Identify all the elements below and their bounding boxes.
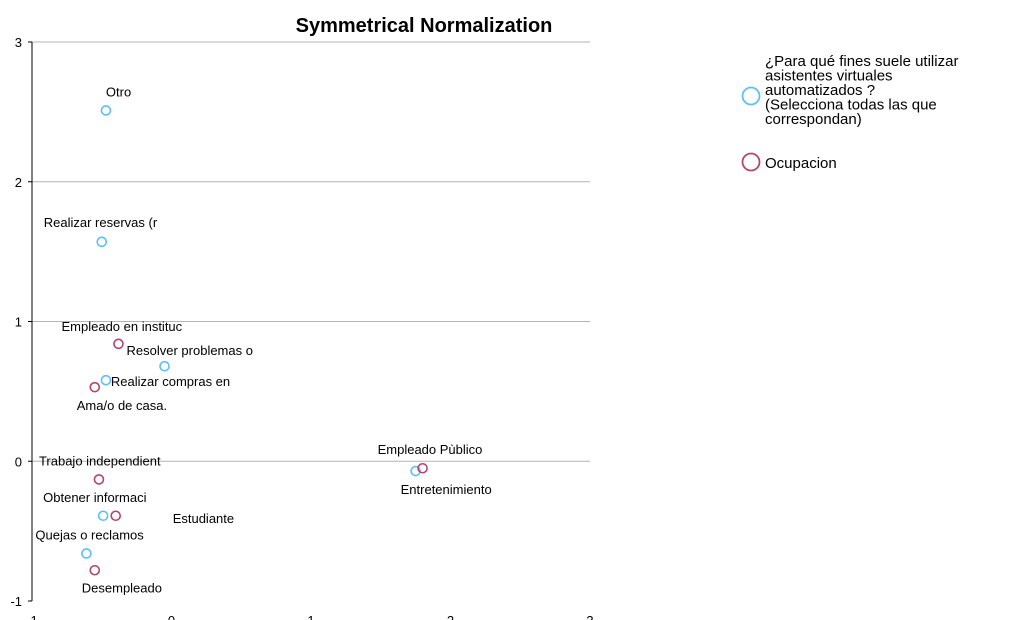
point-label: Ama/o de casa. <box>77 398 167 413</box>
point-label: Empleado en instituc <box>61 319 182 334</box>
point-label: Quejas o reclamos <box>35 527 144 542</box>
point-label: Empleado Pùblico <box>378 442 483 457</box>
scatter-point <box>97 510 109 522</box>
point-label: Realizar reservas (r <box>44 215 158 230</box>
scatter-point <box>410 465 421 477</box>
scatter-point <box>81 548 92 559</box>
legend-label-line: Ocupacion <box>765 155 837 172</box>
point-label: Otro <box>106 84 131 99</box>
x-axis-ticks: -1 0 1 2 3 <box>26 613 593 620</box>
scatter-point <box>159 360 170 372</box>
scatter-point <box>113 338 124 350</box>
y-axis-ticks: -1 0 1 2 3 <box>10 35 32 609</box>
legend-label-line: automatizados ? <box>765 82 875 99</box>
data-points: Otro Realizar reservas (r Resolver problem… <box>35 84 491 595</box>
scatter-point <box>417 462 428 474</box>
scatter-point <box>89 381 101 393</box>
y-tick-label: 3 <box>15 35 22 50</box>
scatter-point <box>96 236 108 248</box>
legend-label-line: asistentes virtuales <box>765 68 893 85</box>
x-tick-label: 1 <box>307 613 314 620</box>
legend-label-line: correspondan) <box>765 111 862 128</box>
scatter-point <box>89 564 101 576</box>
y-tick-label: 2 <box>15 175 22 190</box>
point-label: Estudiante <box>173 511 234 526</box>
legend-marker <box>741 86 761 106</box>
legend-marker <box>741 152 761 172</box>
y-tick-label: -1 <box>10 594 22 609</box>
scatter-point <box>100 105 112 116</box>
point-label: Desempleado <box>82 580 162 595</box>
gridlines <box>32 41 590 462</box>
point-label: Obtener informaci <box>43 490 146 505</box>
y-tick-label: 0 <box>15 454 22 469</box>
chart-title: Symmetrical Normalization <box>296 15 553 37</box>
legend: ¿Para qué fines suele utilizarasistentes… <box>741 53 958 172</box>
x-tick-label: -1 <box>26 613 38 620</box>
legend-label-line: ¿Para qué fines suele utilizar <box>765 53 958 70</box>
scatter-point <box>110 510 121 522</box>
point-label: Entretenimiento <box>401 482 492 497</box>
y-tick-label: 1 <box>15 315 22 330</box>
scatter-point <box>100 374 112 386</box>
legend-label-line: (Selecciona todas las que <box>765 97 937 114</box>
x-tick-label: 3 <box>586 613 593 620</box>
point-label: Realizar compras en <box>111 374 230 389</box>
scatter-point <box>93 474 105 485</box>
x-tick-label: 2 <box>447 613 454 620</box>
point-label: Resolver problemas o <box>127 343 253 358</box>
point-label: Trabajo independient <box>39 453 161 468</box>
x-tick-label: 0 <box>168 613 175 620</box>
